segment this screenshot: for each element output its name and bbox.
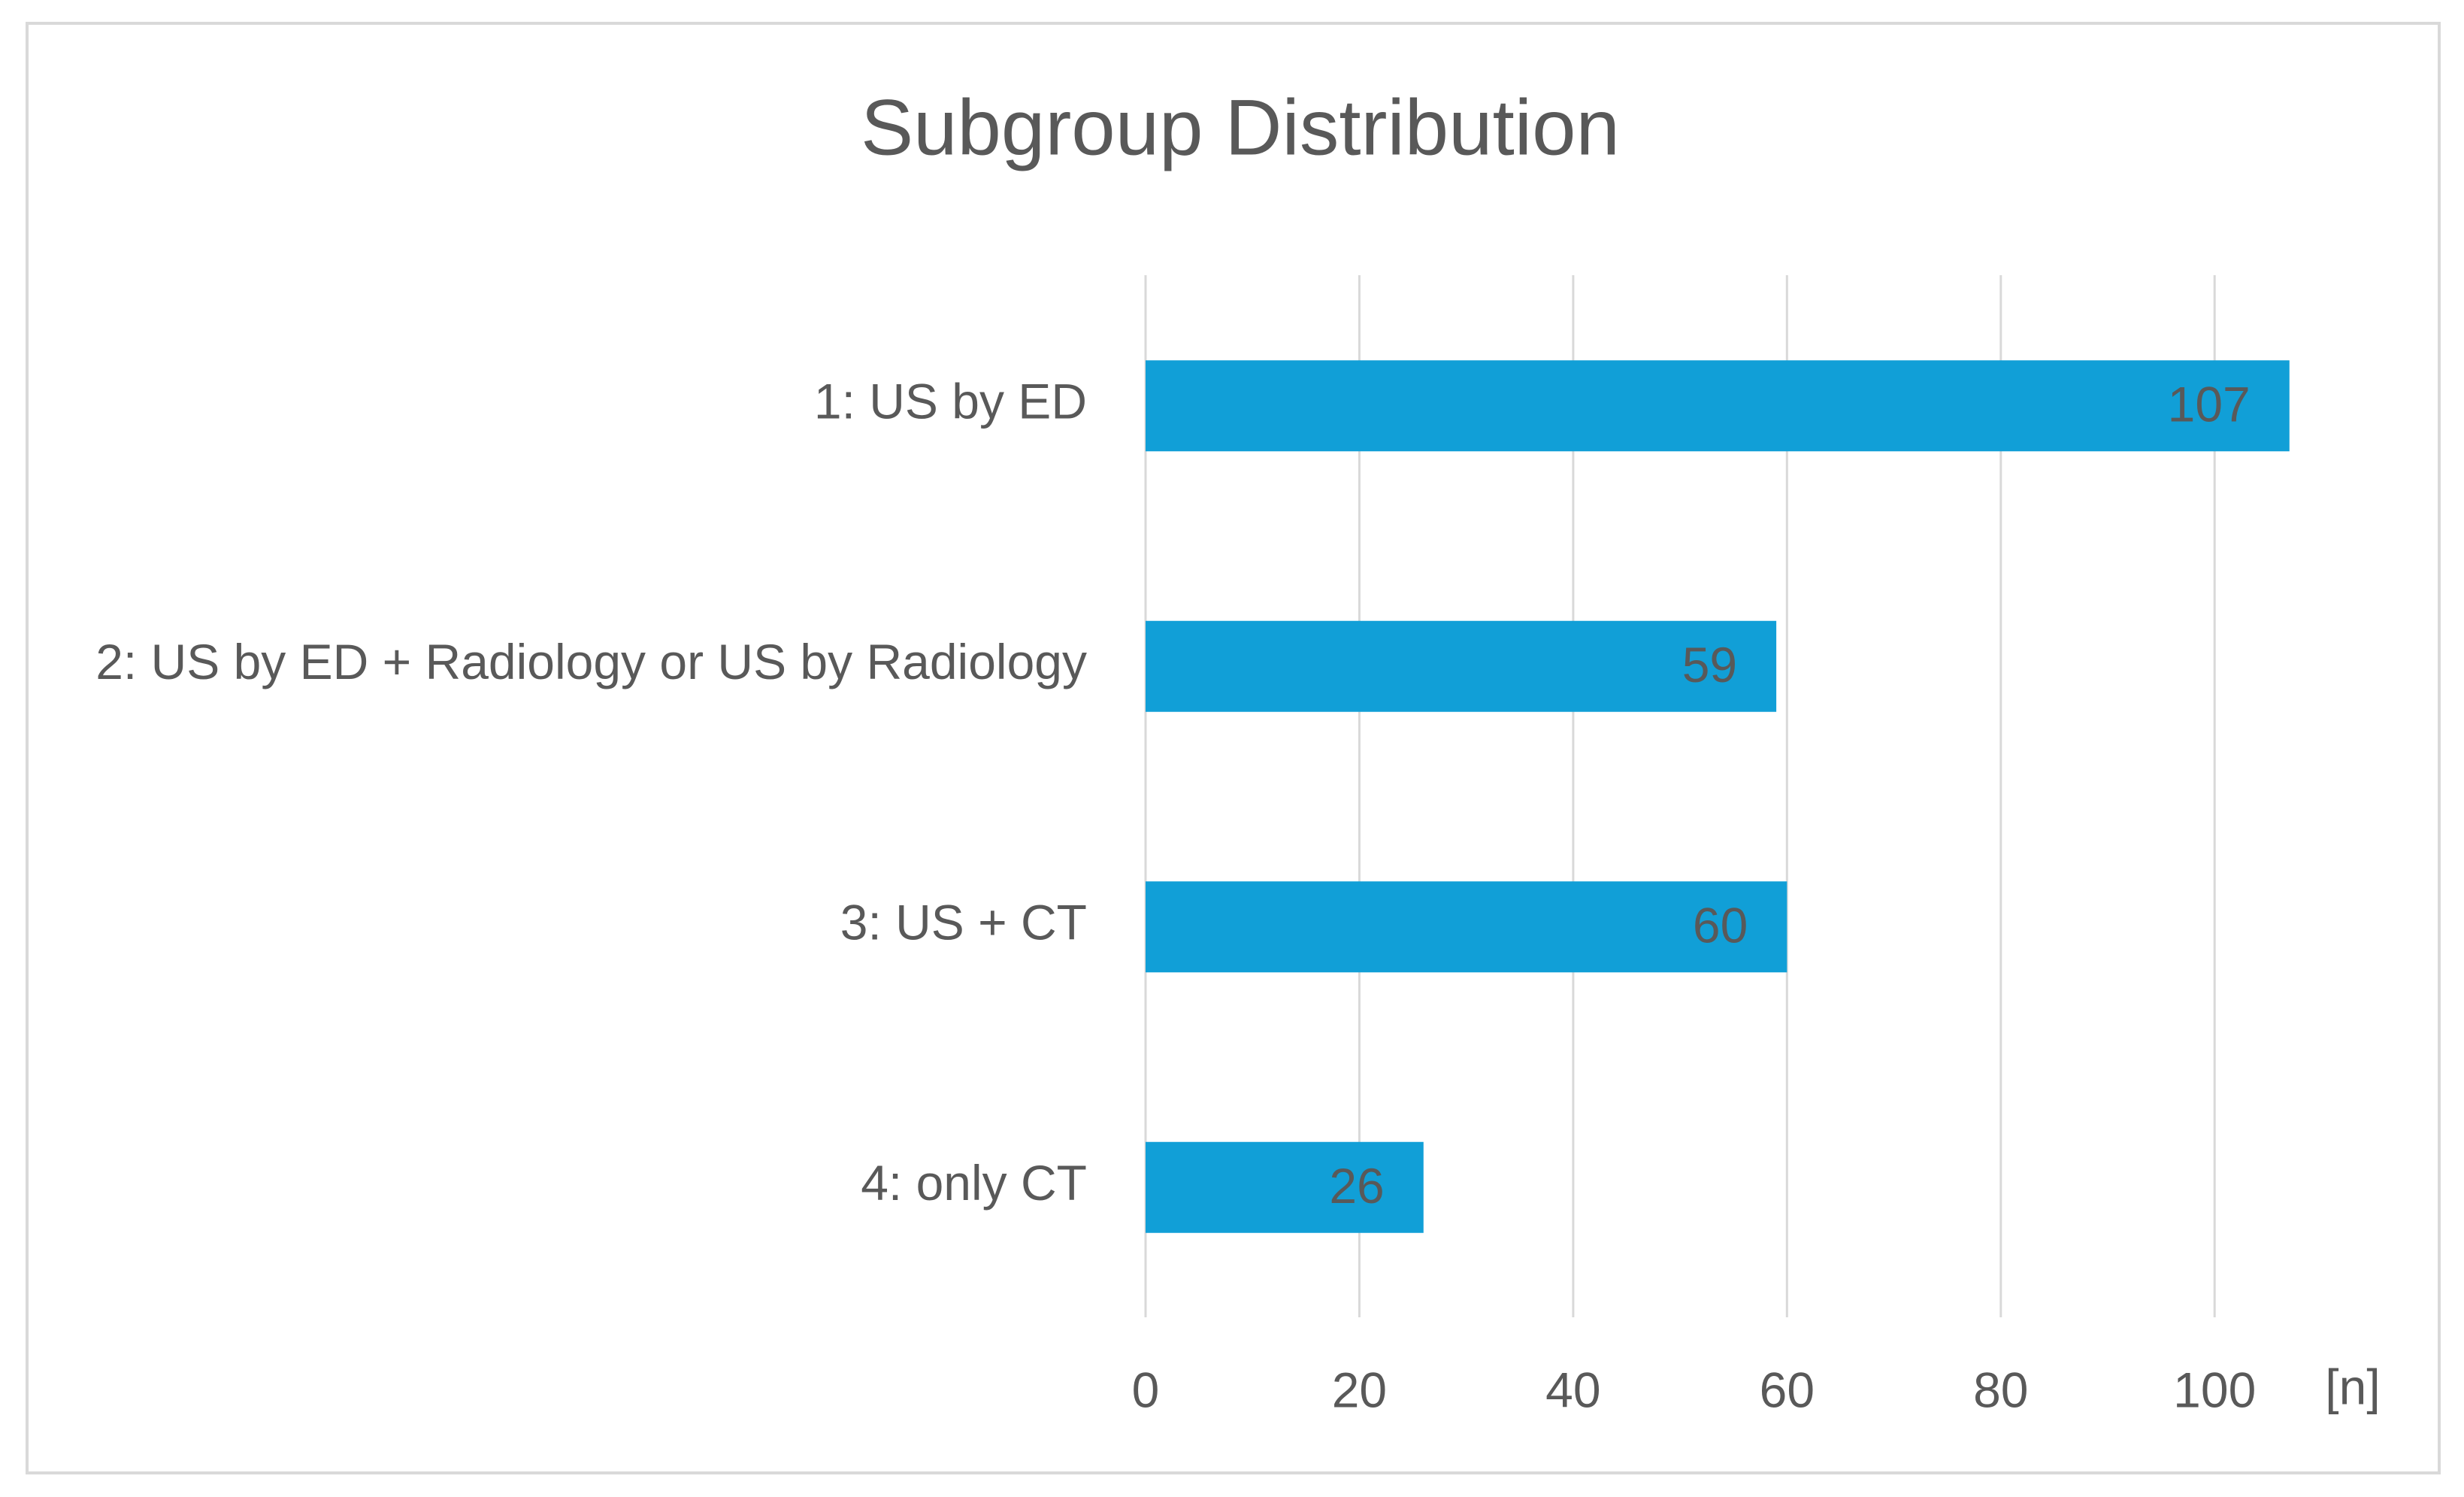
value-label: 26 [1329,1158,1384,1214]
value-label: 59 [1682,637,1737,692]
x-tick-label: 80 [1973,1362,2028,1417]
x-tick-label: 40 [1545,1362,1600,1417]
value-label: 107 [2168,377,2251,432]
x-tick-label: 20 [1332,1362,1387,1417]
bar [1146,881,1787,973]
chart-title: Subgroup Distribution [861,84,1620,172]
bar [1146,1141,1424,1233]
y-tick-label: 2: US by ED + Radiology or US by Radiolo… [95,634,1087,689]
bar [1146,620,1777,712]
bar [1146,360,2290,452]
y-tick-label: 3: US + CT [840,895,1087,950]
x-axis-label: [n] [2325,1359,2380,1414]
x-tick-label: 60 [1760,1362,1815,1417]
chart-border [26,22,2441,1474]
y-tick-label: 1: US by ED [814,374,1087,429]
x-tick-label: 0 [1132,1362,1160,1417]
y-tick-label: 4: only CT [861,1155,1087,1211]
value-label: 60 [1693,898,1748,953]
x-tick-label: 100 [2173,1362,2256,1417]
